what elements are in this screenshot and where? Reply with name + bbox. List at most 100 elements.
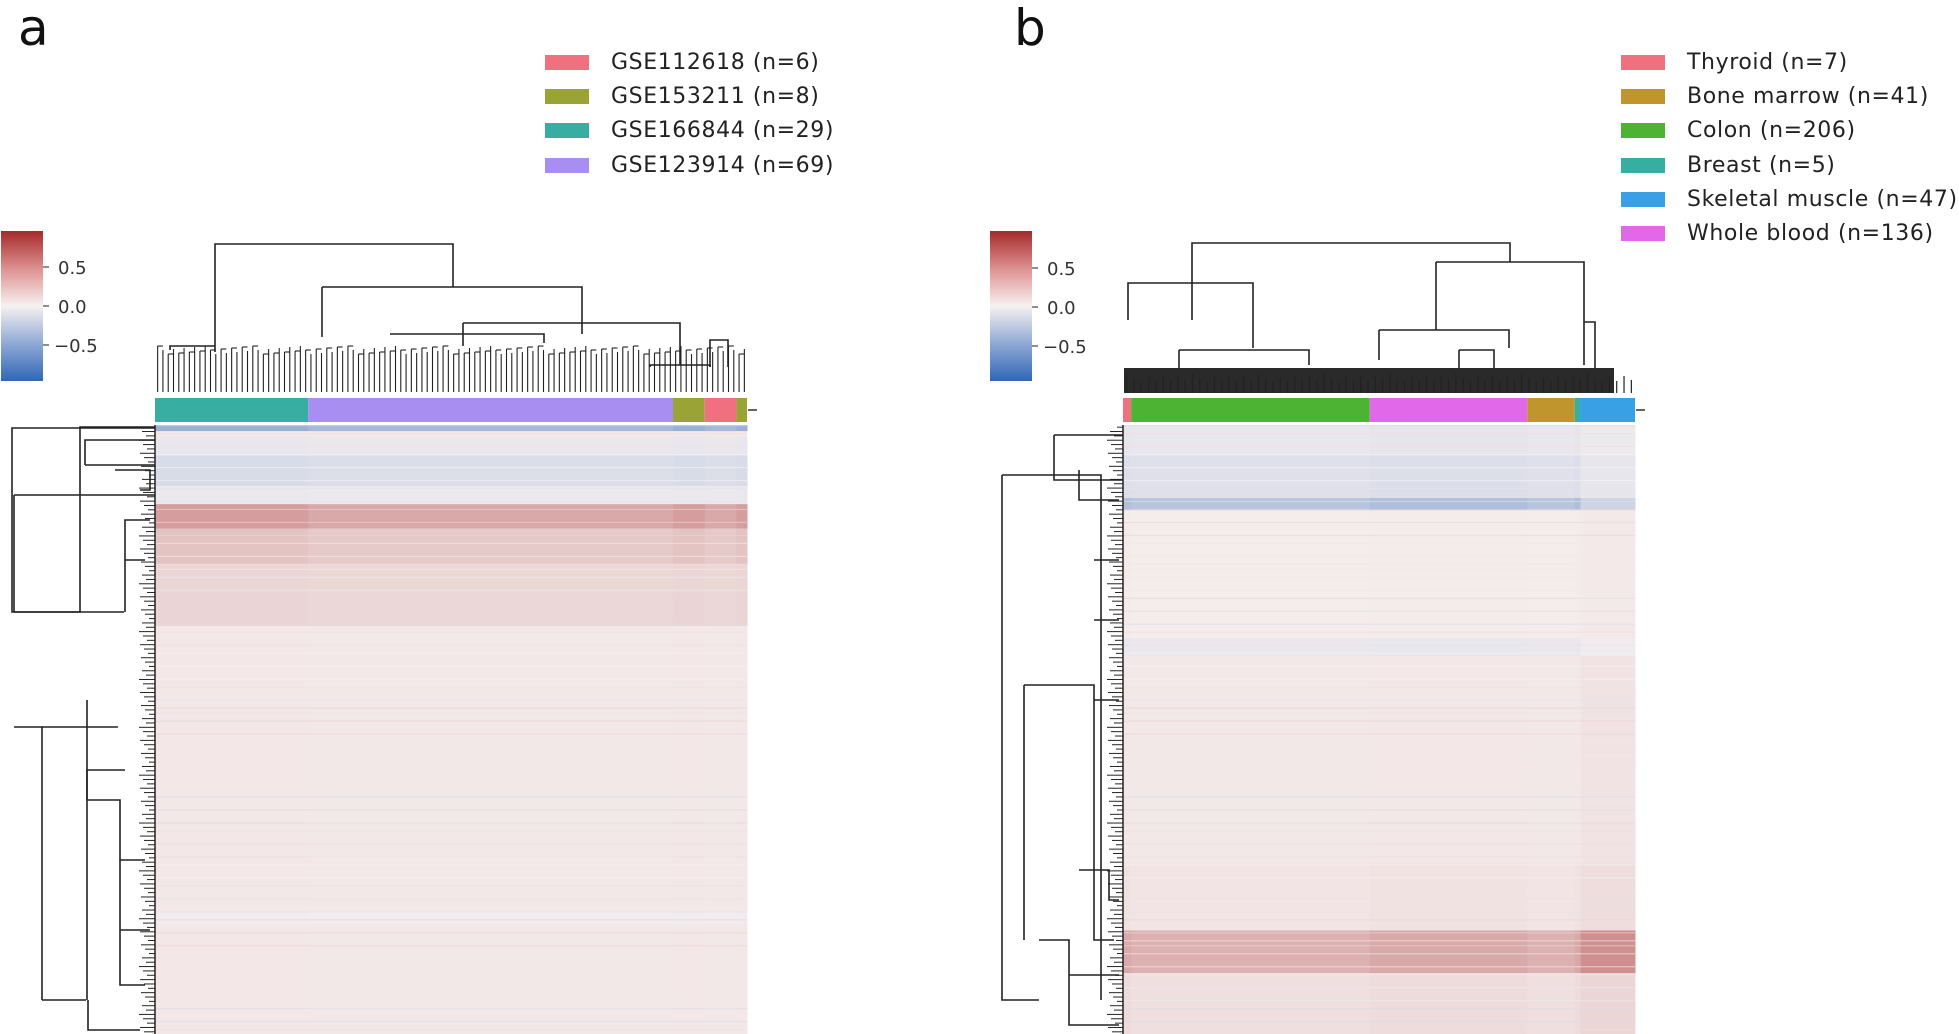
heatmap-row-line <box>1123 911 1635 913</box>
heatmap-row-line <box>155 508 747 511</box>
heatmap-row-line <box>155 741 747 743</box>
heatmap-cell <box>1123 656 1132 864</box>
heatmap-cell <box>736 485 748 505</box>
legend-swatch <box>545 54 589 70</box>
heatmap-cell <box>308 565 674 626</box>
heatmap-cell <box>736 425 748 432</box>
column-color-bar <box>155 398 747 422</box>
heatmap-row-line <box>155 822 747 824</box>
heatmap-row-line <box>155 589 747 591</box>
heatmap-row-line <box>1123 801 1635 803</box>
heatmap-row-line <box>155 623 747 625</box>
legend-swatch <box>1621 226 1665 242</box>
heatmap-cell <box>1369 510 1528 639</box>
heatmap-cell <box>1369 638 1528 657</box>
heatmap-cell <box>736 625 748 913</box>
heatmap-cell <box>308 924 674 1034</box>
heatmap-cell <box>673 924 706 1034</box>
heatmap-cell <box>1369 656 1528 864</box>
heatmap-cell <box>1123 498 1132 511</box>
legend-label: Skeletal muscle (n=47) <box>1687 186 1958 212</box>
heatmap-cell <box>1131 973 1371 1034</box>
heatmap-cell <box>1123 930 1132 974</box>
heatmap-row-line <box>155 712 747 714</box>
heatmap-row-line <box>155 1000 747 1002</box>
heatmap-row-line <box>1123 623 1635 625</box>
heatmap-row-line <box>1123 856 1635 858</box>
heatmap-row-line <box>155 425 747 427</box>
heatmap-cell <box>308 485 674 505</box>
heatmap-row-line <box>1123 877 1635 879</box>
legend-swatch <box>1621 88 1665 104</box>
heatmap-row-line <box>155 665 747 667</box>
legend-swatch <box>545 123 589 139</box>
heatmap-row-line <box>1123 555 1635 558</box>
heatmap-row-line <box>155 877 747 879</box>
heatmap-row-line <box>155 856 747 858</box>
heatmap-row-line <box>155 521 747 524</box>
heatmap-row-line <box>155 733 747 735</box>
heatmap-cell <box>1131 498 1371 511</box>
heatmap-row-line <box>155 843 747 845</box>
legend-item: Thyroid (n=7) <box>1621 45 1958 79</box>
column-dendrogram <box>1127 242 1596 372</box>
heatmap-cell <box>1580 638 1636 657</box>
heatmap-row-line <box>1123 712 1635 714</box>
heatmap-cell <box>673 425 706 432</box>
heatmap-cell <box>704 625 737 913</box>
heatmap-cell <box>673 485 706 505</box>
heatmap-row-line <box>1123 563 1635 566</box>
legend-item: GSE153211 (n=8) <box>545 79 834 113</box>
heatmap-cell <box>1574 973 1582 1034</box>
legend-label: GSE112618 (n=6) <box>611 49 820 75</box>
heatmap-cell <box>1580 510 1636 639</box>
colorbar-tick-label: −0.5 <box>54 336 98 357</box>
heatmap-cell <box>1369 498 1528 511</box>
heatmap-cell <box>704 912 737 925</box>
heatmap-row-line <box>155 597 747 599</box>
heatmap-row-line <box>155 466 747 469</box>
legend-item: Colon (n=206) <box>1621 114 1958 148</box>
heatmap-cell <box>673 625 706 913</box>
legend-item: GSE166844 (n=29) <box>545 114 834 148</box>
heatmap-row-line <box>155 945 747 947</box>
heatmap-cell <box>736 455 748 486</box>
heatmap-row-line <box>155 568 747 570</box>
heatmap-cell <box>308 625 674 913</box>
heatmap-row-line <box>155 801 747 803</box>
heatmap-cell <box>673 528 706 566</box>
heatmap-row-line <box>1123 453 1635 456</box>
heatmap-row-line <box>1123 1021 1635 1023</box>
heatmap-row-line <box>1123 741 1635 743</box>
heatmap-row-line <box>1123 576 1635 578</box>
heatmap-cell <box>1527 498 1576 511</box>
heatmap-row-line <box>155 445 747 448</box>
heatmap-row-line <box>1123 864 1635 866</box>
heatmap-row-line <box>155 885 747 887</box>
heatmap-row-line <box>1123 754 1635 756</box>
column-color-bar-segment <box>1580 398 1635 422</box>
panel-label: a <box>18 0 49 57</box>
heatmap-cell <box>1527 510 1576 639</box>
legend-item: GSE123914 (n=69) <box>545 148 834 182</box>
heatmap-cell <box>1123 455 1132 499</box>
heatmap-chart: 0.5 0.0 −0.5 <box>1 231 757 1034</box>
heatmap-cell <box>155 425 309 432</box>
legend-swatch <box>1621 123 1665 139</box>
heatmap-row-line <box>155 534 747 537</box>
heatmap-cell <box>704 528 737 566</box>
heatmap-row-line <box>155 788 747 790</box>
colorbar-tick-label: 0.0 <box>1047 298 1076 319</box>
heatmap-row-line <box>155 864 747 866</box>
legend-item: GSE112618 (n=6) <box>545 45 834 79</box>
heatmap-row-line <box>155 1008 747 1010</box>
heatmap-row-line <box>1123 568 1635 570</box>
heatmap-cell <box>155 485 309 505</box>
heatmap-row-line <box>155 796 747 798</box>
heatmap-row-line <box>155 652 747 654</box>
heatmap-row-line <box>1123 788 1635 790</box>
heatmap-row-line <box>155 433 747 435</box>
heatmap-row-line <box>155 974 747 976</box>
heatmap-row-line <box>155 500 747 503</box>
legend: GSE112618 (n=6) GSE153211 (n=8) GSE16684… <box>545 45 834 182</box>
